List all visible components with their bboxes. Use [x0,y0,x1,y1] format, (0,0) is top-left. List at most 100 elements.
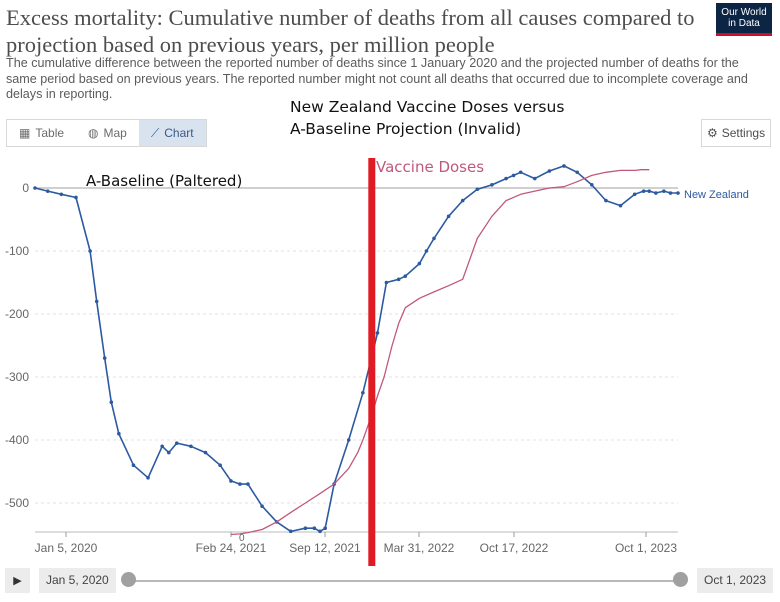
series-label-new-zealand: New Zealand [684,189,749,201]
y-tick-label: -200 [5,307,29,321]
chart-icon: ⟋ [150,125,160,140]
red-marker-bar [368,158,376,566]
timeline: ▶ Jan 5, 2020 Oct 1, 2023 [0,566,780,596]
chart-title: Excess mortality: Cumulative number of d… [6,5,695,57]
data-point [396,277,401,282]
tab-table[interactable]: ▦ Table [7,120,76,146]
tab-map-label: Map [103,126,127,140]
table-icon: ▦ [19,126,31,140]
data-point [641,189,646,193]
data-point [174,441,179,445]
data-point [160,444,164,449]
logo-line-2: in Data [728,18,760,29]
data-point [45,189,50,193]
data-point [303,526,308,530]
timeline-start-date[interactable]: Jan 5, 2020 [39,568,116,593]
data-point [246,482,250,486]
data-point [312,526,317,530]
data-point [460,198,465,203]
data-point [323,526,327,530]
data-point [102,356,107,360]
view-tabs: ▦ Table ◍ Map ⟋ Chart [6,119,207,147]
x-tick-label: Oct 1, 2023 [615,541,677,555]
tab-table-label: Table [35,126,65,140]
x-tick-label: Mar 31, 2022 [384,541,455,555]
data-point [33,186,37,190]
timeline-end-date[interactable]: Oct 1, 2023 [697,568,774,593]
data-point [109,400,114,404]
data-point [166,450,171,455]
tab-chart-label: Chart [164,126,194,140]
data-point [518,170,523,175]
tab-chart[interactable]: ⟋ Chart [138,120,206,146]
timeline-start-handle[interactable] [121,572,136,587]
timeline-track[interactable] [128,580,682,582]
data-point [547,169,552,173]
data-point [203,450,208,455]
data-point [375,331,380,335]
y-tick-label: -300 [5,370,29,384]
play-icon: ▶ [13,575,22,587]
data-point [229,479,233,483]
data-point [446,214,451,219]
settings-button[interactable]: ⚙ Settings [701,119,771,147]
data-point [288,529,293,534]
x-tick-label: Oct 17, 2022 [480,541,549,555]
data-point [662,189,666,193]
data-point [432,236,436,241]
data-point [346,438,351,442]
data-point [146,476,150,480]
gear-icon: ⚙ [706,126,718,140]
chart-subtitle: The cumulative difference between the re… [6,56,748,102]
data-point [604,198,608,203]
data-point [218,463,222,468]
vaccine-zero-label: 0 [239,533,245,544]
owid-logo[interactable]: Our World in Data [716,3,772,36]
globe-icon: ◍ [88,126,99,140]
data-point [475,187,480,192]
timeline-end-handle[interactable] [673,572,688,587]
data-point [74,195,78,200]
excess-mortality-chart: 0 -100 -200 -300 -400 -500 Jan 5, 2020 Feb 24, … [5,158,749,566]
data-point [117,431,121,436]
data-point [562,164,566,168]
data-point [668,191,673,195]
vaccine-annotation: Vaccine Doses [376,158,484,176]
x-tick-label: Sep 12, 2021 [289,541,361,555]
x-tick-label: Jan 5, 2020 [35,541,98,555]
tab-map[interactable]: ◍ Map [76,120,139,146]
data-point [189,444,193,449]
data-point [361,390,365,395]
settings-label: Settings [721,126,766,140]
data-point [532,176,537,181]
data-point [424,249,429,253]
data-point [88,249,92,253]
data-point [131,463,136,468]
baseline-annotation: A-Baseline (Paltered) [86,172,242,190]
data-point [647,189,652,193]
overlay-title: New Zealand Vaccine Doses versus A-Basel… [290,96,564,140]
overlay-title-line-2: A-Baseline Projection (Invalid) [290,120,522,138]
data-point [238,482,242,486]
data-point [654,191,658,195]
data-point [403,274,408,278]
y-tick-label: -500 [5,496,29,510]
data-point [94,299,99,304]
data-point [59,192,64,197]
data-point [589,183,594,187]
x-tick-label: Feb 24, 2021 [196,541,267,555]
data-point [618,203,623,208]
data-point [490,183,494,187]
data-point [632,192,637,197]
data-point [511,173,516,178]
data-point [676,191,680,195]
y-tick-label: 0 [22,181,29,195]
data-point [260,504,264,508]
data-point [318,529,322,534]
logo-line-1: Our World [721,7,767,18]
play-button[interactable]: ▶ [5,568,30,593]
data-point [384,280,389,285]
overlay-title-line-1: New Zealand Vaccine Doses versus [290,98,565,116]
y-tick-label: -100 [5,244,29,258]
data-point [417,261,422,266]
